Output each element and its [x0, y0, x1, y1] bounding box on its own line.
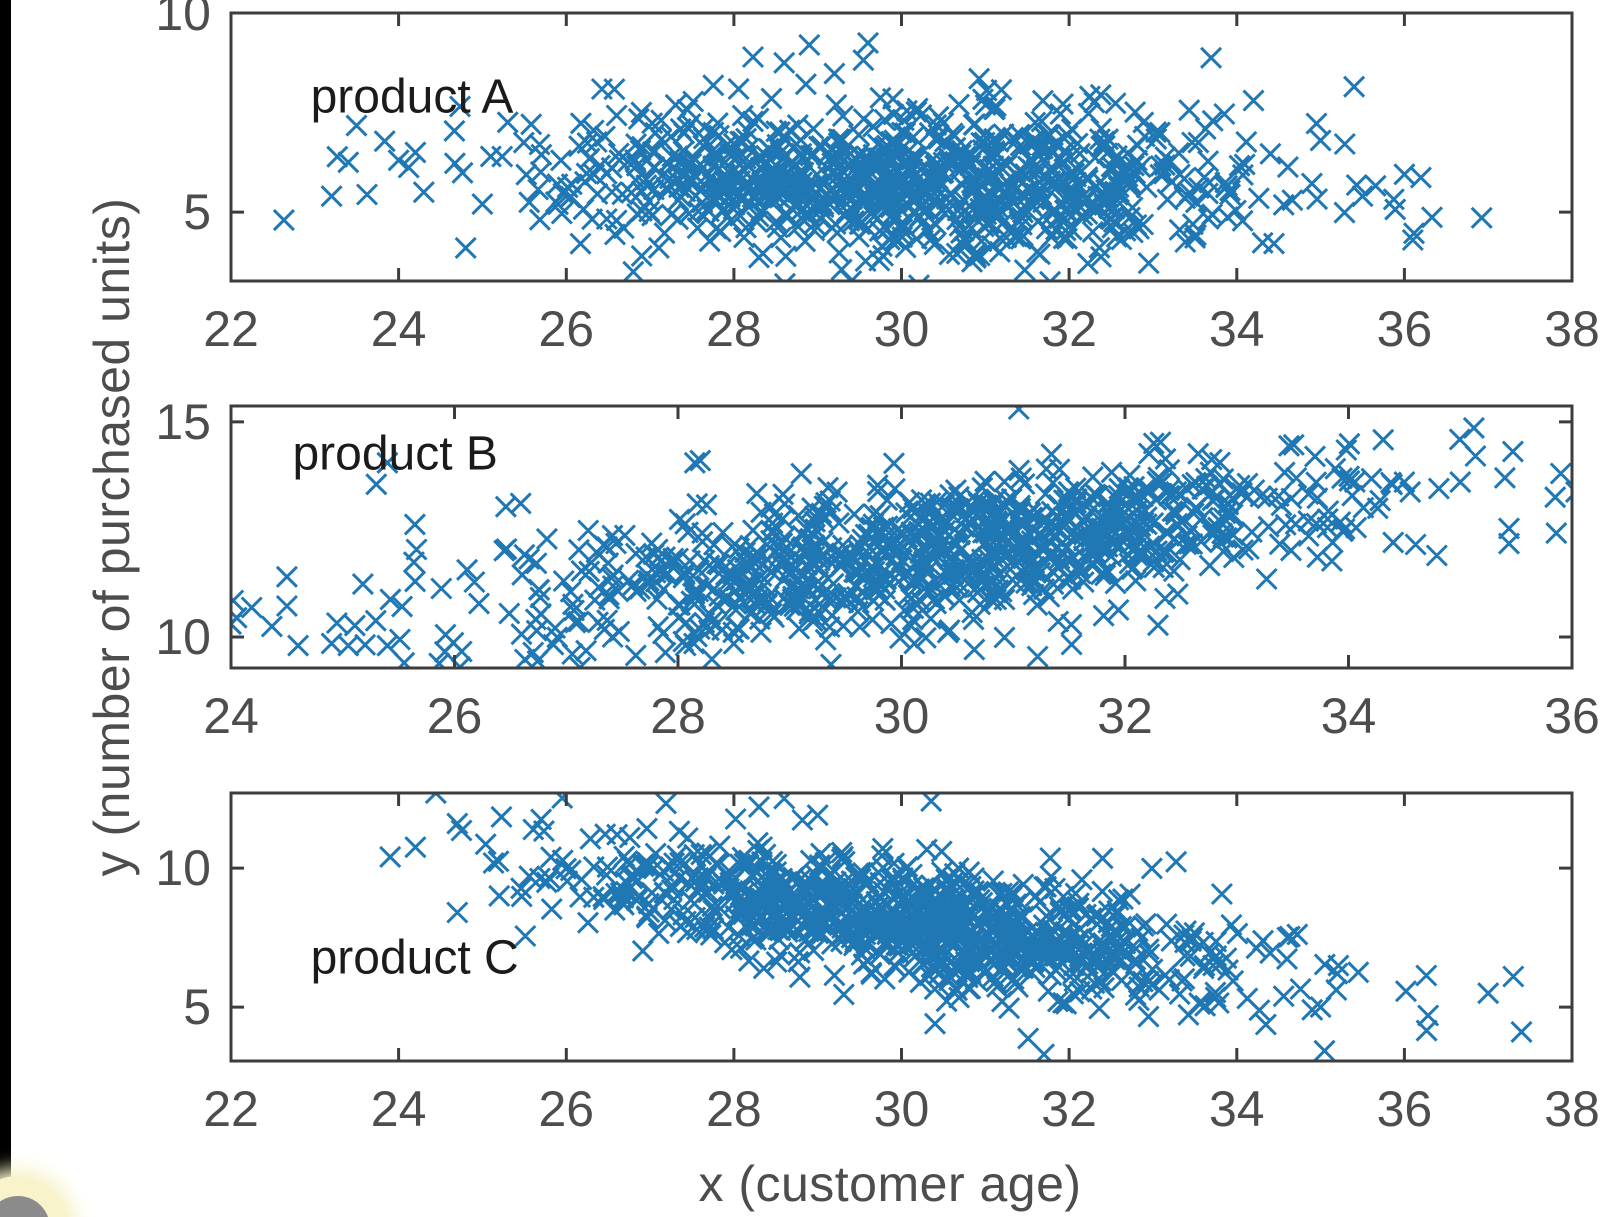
- svg-text:36: 36: [1377, 1081, 1433, 1137]
- svg-text:36: 36: [1377, 301, 1433, 357]
- svg-text:5: 5: [183, 979, 211, 1035]
- svg-text:10: 10: [155, 0, 211, 41]
- svg-text:28: 28: [706, 301, 762, 357]
- y-axis-label: y (number of purchased units): [84, 197, 140, 877]
- svg-text:22: 22: [203, 301, 259, 357]
- svg-text:24: 24: [371, 301, 427, 357]
- svg-text:10: 10: [155, 840, 211, 896]
- svg-text:32: 32: [1041, 301, 1097, 357]
- svg-text:15: 15: [155, 394, 211, 450]
- svg-text:28: 28: [706, 1081, 762, 1137]
- svg-text:32: 32: [1097, 688, 1153, 744]
- svg-text:38: 38: [1544, 1081, 1600, 1137]
- subplot-a-annotation: product A: [310, 70, 514, 124]
- subplot-c-annotation: product C: [310, 931, 519, 985]
- svg-text:26: 26: [538, 301, 594, 357]
- subplot-b-annotation: product B: [292, 427, 498, 481]
- svg-text:34: 34: [1209, 1081, 1265, 1137]
- svg-text:5: 5: [183, 184, 211, 240]
- window-edge-bar: [0, 0, 11, 1217]
- svg-text:24: 24: [371, 1081, 427, 1137]
- svg-text:24: 24: [203, 688, 259, 744]
- svg-text:30: 30: [874, 301, 930, 357]
- svg-text:32: 32: [1041, 1081, 1097, 1137]
- svg-text:30: 30: [874, 1081, 930, 1137]
- svg-text:36: 36: [1544, 688, 1600, 744]
- svg-text:22: 22: [203, 1081, 259, 1137]
- svg-text:26: 26: [538, 1081, 594, 1137]
- svg-text:10: 10: [155, 609, 211, 665]
- svg-text:30: 30: [874, 688, 930, 744]
- svg-text:34: 34: [1321, 688, 1377, 744]
- svg-text:26: 26: [427, 688, 483, 744]
- svg-text:34: 34: [1209, 301, 1265, 357]
- svg-text:28: 28: [650, 688, 706, 744]
- svg-text:38: 38: [1544, 301, 1600, 357]
- x-axis-label: x (customer age): [698, 1156, 1082, 1212]
